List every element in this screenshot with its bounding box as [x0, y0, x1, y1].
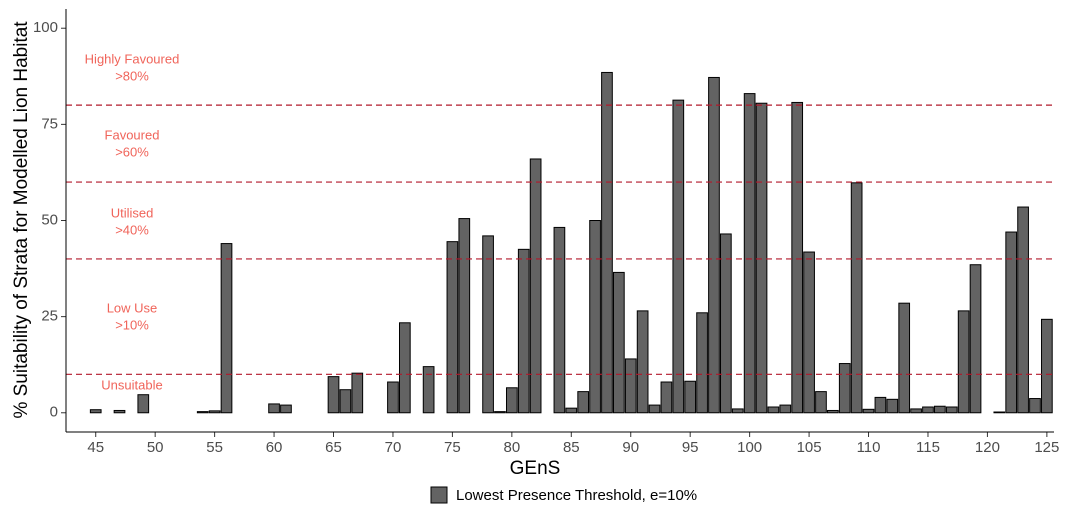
annotation: Highly Favoured — [85, 51, 180, 66]
bar — [945, 406, 958, 414]
bar — [446, 241, 459, 414]
bar — [898, 302, 911, 414]
bar — [113, 409, 126, 414]
bar — [660, 381, 673, 414]
annotation: >40% — [115, 222, 149, 237]
y-axis-title: % Suitability of Strata for Modelled Lio… — [11, 21, 32, 419]
bar — [862, 408, 875, 414]
bar — [208, 410, 221, 414]
annotation: Utilised — [111, 205, 154, 220]
x-tick-label: 115 — [916, 439, 940, 456]
annotation: Favoured — [105, 127, 160, 142]
legend-swatch — [430, 486, 448, 504]
bar — [1029, 398, 1041, 414]
bar — [648, 404, 661, 414]
bar — [1005, 231, 1018, 414]
bar — [220, 243, 233, 414]
bar — [494, 411, 506, 414]
x-tick-label: 110 — [857, 439, 881, 456]
bar — [993, 411, 1006, 414]
bar — [910, 408, 922, 414]
bar — [613, 271, 625, 414]
bar — [624, 358, 637, 414]
bar — [731, 408, 744, 414]
x-tick-label: 120 — [975, 439, 1000, 456]
bar — [553, 226, 566, 414]
x-tick-label: 50 — [147, 439, 164, 456]
bar — [874, 396, 887, 414]
annotation: Low Use — [107, 300, 158, 315]
bar — [339, 389, 352, 414]
bar — [1017, 206, 1029, 414]
x-tick-label: 85 — [563, 439, 580, 456]
annotation: >80% — [115, 68, 149, 83]
x-tick-label: 100 — [737, 439, 762, 456]
bar — [767, 406, 780, 414]
bar — [89, 409, 102, 414]
bar — [743, 93, 756, 414]
x-tick-label: 75 — [444, 439, 461, 456]
bar — [517, 248, 530, 414]
legend-label: Lowest Presence Threshold, e=10% — [456, 487, 697, 504]
x-tick-label: 60 — [266, 439, 283, 456]
x-tick-label: 55 — [206, 439, 223, 456]
annotation: >60% — [115, 144, 149, 159]
bar — [720, 233, 732, 414]
bar — [1041, 318, 1053, 414]
bar — [458, 218, 471, 414]
y-tick-label: 50 — [41, 211, 58, 228]
bar — [482, 235, 494, 414]
x-tick-label: 95 — [682, 439, 699, 456]
x-tick-label: 105 — [797, 439, 822, 456]
bar — [755, 102, 768, 414]
bar — [708, 76, 720, 414]
bar — [934, 405, 946, 414]
bar — [838, 363, 851, 414]
bar — [957, 310, 970, 414]
bar — [351, 372, 364, 414]
bar — [791, 101, 804, 414]
bar — [505, 387, 518, 414]
y-tick-label: 75 — [41, 115, 58, 132]
x-tick-label: 125 — [1034, 439, 1059, 456]
bar — [850, 182, 863, 414]
annotation: Unsuitable — [101, 377, 162, 392]
bar — [601, 71, 613, 414]
bar — [268, 403, 280, 414]
bar — [565, 407, 578, 414]
x-tick-label: 80 — [504, 439, 521, 456]
x-tick-label: 65 — [325, 439, 342, 456]
bar — [922, 406, 934, 414]
bar — [696, 312, 708, 414]
bar — [327, 376, 340, 414]
bar — [684, 380, 697, 414]
bar — [827, 409, 839, 414]
bar — [636, 310, 649, 414]
bar — [969, 264, 982, 414]
bar — [280, 404, 292, 414]
bar — [387, 381, 399, 414]
bar — [529, 158, 542, 414]
bar — [779, 404, 792, 414]
annotation: >10% — [115, 317, 149, 332]
y-tick-label: 0 — [50, 404, 58, 421]
x-tick-label: 45 — [87, 439, 104, 456]
x-axis-title: GEnS — [510, 458, 561, 479]
x-tick-label: 90 — [622, 439, 639, 456]
x-tick-label: 70 — [385, 439, 402, 456]
bar — [196, 411, 209, 414]
bar — [886, 398, 899, 414]
bar — [672, 99, 685, 414]
bar — [398, 322, 411, 414]
bar — [577, 391, 590, 414]
bar — [137, 394, 150, 414]
bar — [815, 391, 827, 414]
bar — [422, 366, 435, 414]
y-tick-label: 100 — [33, 19, 58, 36]
y-tick-label: 25 — [41, 308, 58, 325]
bar — [589, 220, 601, 414]
bar — [803, 251, 815, 414]
